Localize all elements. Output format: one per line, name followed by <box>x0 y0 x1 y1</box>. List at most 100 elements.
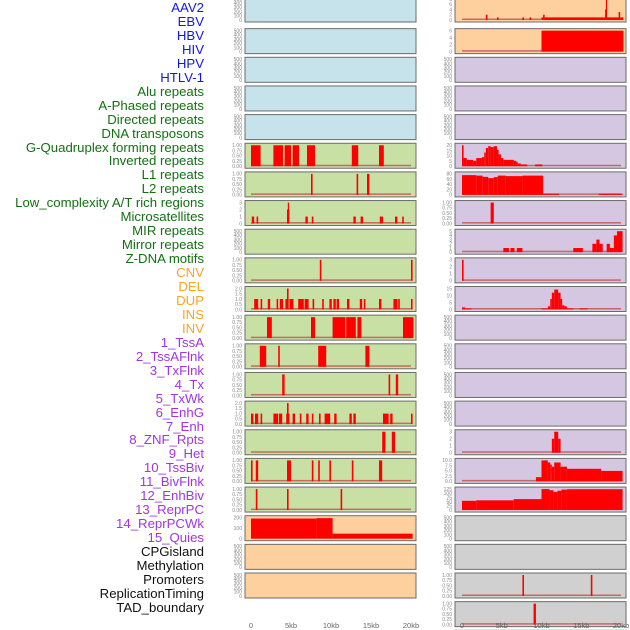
y-tick-label: 2 <box>449 437 452 443</box>
y-tick-label: 300 <box>234 94 243 100</box>
track-label: 1_TssA <box>160 334 204 350</box>
y-tick-label: 1.00 <box>232 315 242 321</box>
data-bar <box>347 299 350 310</box>
track-background <box>454 200 627 227</box>
data-bar <box>379 460 383 482</box>
track-label: MIR repeats <box>132 223 204 239</box>
track-label: L2 repeats <box>141 181 204 197</box>
data-bar <box>490 202 494 224</box>
data-bar <box>601 470 623 482</box>
data-bar <box>562 305 565 310</box>
y-tick-label: 500 <box>234 57 243 63</box>
data-bar <box>292 413 295 425</box>
y-tick-label: 0 <box>239 107 242 113</box>
data-bar <box>550 464 552 482</box>
y-tick-label: 0.00 <box>232 508 242 514</box>
y-tick-label: 200 <box>234 585 243 591</box>
track-row: 200 100 0 <box>234 515 417 543</box>
track-label: 4_Tx <box>174 376 204 392</box>
baseline <box>251 222 411 224</box>
y-tick-label: 200 <box>444 328 453 334</box>
data-bar <box>618 12 621 20</box>
data-bar <box>251 413 254 425</box>
data-bar <box>462 175 477 195</box>
track-label: 6_EnhG <box>155 404 204 420</box>
data-bar <box>251 145 261 167</box>
track-label: Inverted repeats <box>108 153 204 169</box>
data-bar <box>522 175 544 195</box>
data-bar <box>482 176 489 195</box>
track-row: 1.000.750.500.250.00 <box>442 601 627 628</box>
data-bar <box>390 413 393 425</box>
data-bar <box>547 462 551 482</box>
y-tick-label: 0.25 <box>232 273 242 279</box>
y-tick-label: 100 <box>444 389 453 395</box>
y-tick-label: 200 <box>234 9 243 15</box>
data-bar <box>322 299 324 310</box>
y-tick-label: 0.25 <box>442 216 452 222</box>
data-bar <box>332 317 346 339</box>
y-tick-label: 25 <box>446 504 452 510</box>
data-bar <box>311 413 314 425</box>
data-bar <box>481 157 485 167</box>
y-tick-label: 1 <box>239 214 242 220</box>
y-tick-label: 100 <box>234 561 243 567</box>
data-bar <box>251 460 253 482</box>
track-row: 1.000.750.500.250.00 <box>232 486 417 514</box>
data-bar <box>359 299 363 310</box>
data-bar <box>617 231 623 253</box>
y-tick-label: 8 <box>449 0 452 3</box>
data-bar <box>485 147 489 167</box>
y-tick-label: 2 <box>449 13 452 19</box>
y-tick-label: 10 <box>446 154 452 160</box>
baseline <box>251 336 411 339</box>
y-tick-label: 1.00 <box>232 344 242 350</box>
data-bar <box>319 259 322 281</box>
track-background <box>244 371 417 398</box>
track-row: 1.000.750.500.250.00 <box>232 257 417 285</box>
y-tick-label: 0 <box>449 565 452 571</box>
y-tick-label: 300 <box>444 323 453 329</box>
baseline <box>462 623 621 625</box>
y-tick-label: 100 <box>234 14 243 20</box>
y-tick-label: 2 <box>449 265 452 271</box>
y-tick-label: 0 <box>449 537 452 543</box>
track-background <box>244 486 417 513</box>
data-bar <box>535 164 543 167</box>
y-tick-label: 1.0 <box>235 411 242 417</box>
y-tick-label: 20 <box>446 143 452 149</box>
track-label: 5_TxWk <box>155 390 204 406</box>
data-bar <box>395 216 398 224</box>
track-background <box>244 85 417 112</box>
track-background <box>244 343 417 370</box>
track-label: 7_Enh <box>165 418 204 434</box>
data-bar <box>476 500 514 511</box>
data-bar <box>541 489 550 511</box>
data-bar <box>379 145 384 167</box>
data-bar <box>497 175 506 195</box>
track-label: CNV <box>176 265 204 281</box>
data-bar <box>476 158 482 167</box>
y-tick-label: 400 <box>234 1 243 7</box>
data-bar <box>393 299 398 310</box>
y-tick-label: 400 <box>234 33 243 39</box>
y-tick-label: 0.75 <box>232 435 242 441</box>
y-tick-label: 100 <box>444 103 453 109</box>
data-bar <box>561 489 567 511</box>
track-label: Low_complexity A/T rich regions <box>15 195 204 211</box>
y-tick-label: 400 <box>444 348 453 354</box>
y-tick-label: 300 <box>234 37 243 43</box>
y-tick-label: 0.50 <box>232 154 242 160</box>
data-bar <box>267 299 271 310</box>
track-label: HBV <box>176 27 204 43</box>
data-bar <box>260 413 263 425</box>
data-bar <box>520 164 528 167</box>
y-tick-label: 200 <box>234 70 243 76</box>
data-bar <box>496 149 499 167</box>
data-bar <box>517 163 521 167</box>
track-background <box>244 543 417 570</box>
